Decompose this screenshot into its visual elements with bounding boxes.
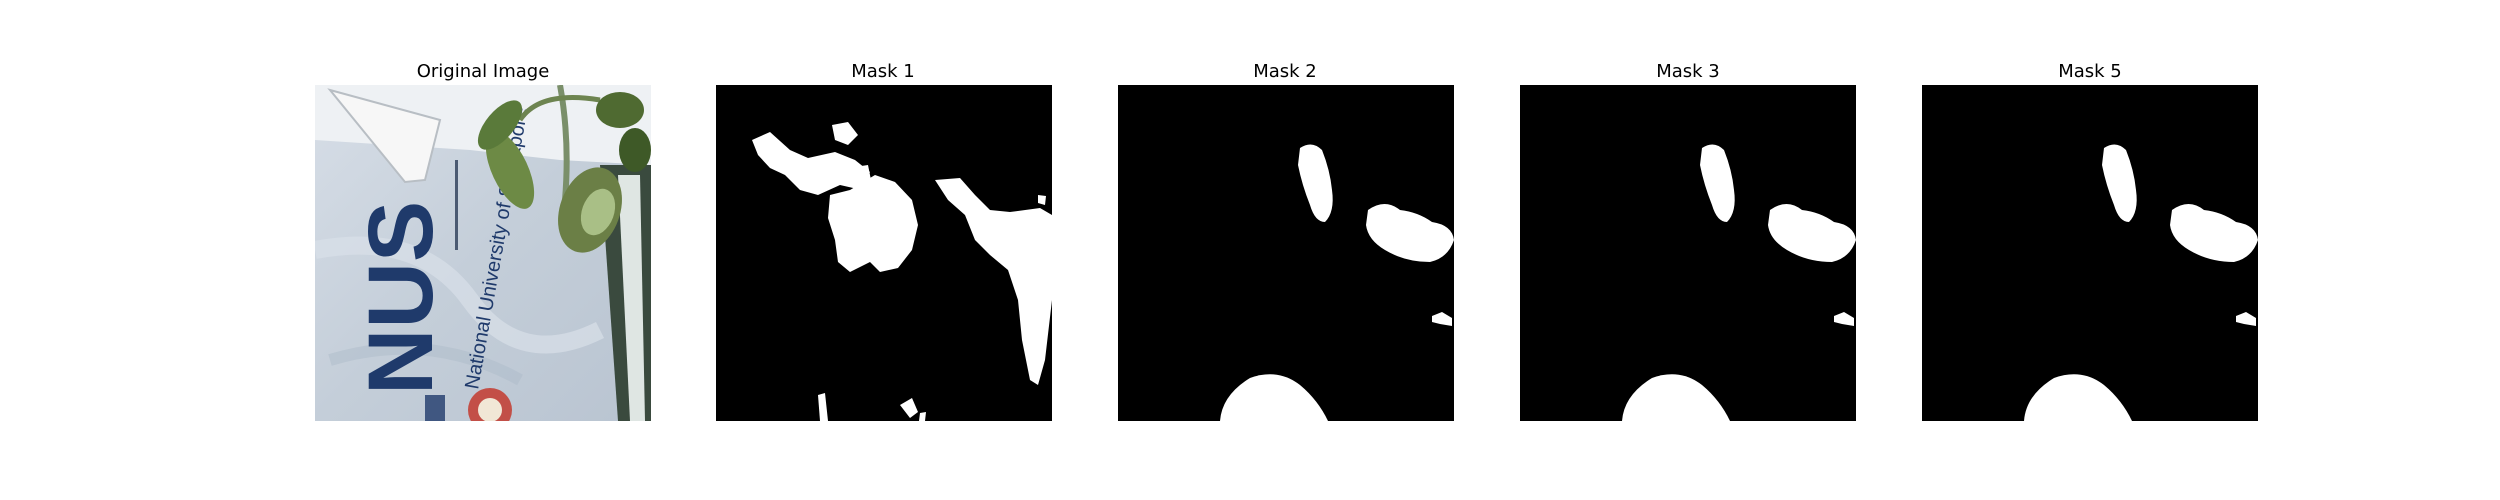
- mask-1: [716, 85, 1052, 421]
- mask-2-region: [1432, 312, 1452, 326]
- mask-1-region: [935, 178, 1052, 385]
- mask-5: [1922, 85, 2258, 421]
- mask-3-region: [1622, 374, 1730, 421]
- panel-title-mask-1: Mask 1: [851, 61, 915, 82]
- mask-5-region: [2236, 312, 2256, 326]
- mask-2: [1118, 85, 1454, 421]
- mask-2-region: [1220, 374, 1328, 421]
- mask-3-region: [1834, 312, 1854, 326]
- mask-2-region: [1298, 144, 1333, 222]
- mask-5-region: [2170, 204, 2258, 262]
- mask-1-region: [848, 165, 872, 192]
- panel-title-original: Original Image: [417, 61, 550, 82]
- mask-1-region: [752, 132, 870, 195]
- original-image: NUS National University of Singapore: [315, 85, 651, 421]
- mask-1-region: [828, 175, 918, 272]
- mask-5-region: [2102, 144, 2137, 222]
- panel-title-mask-3: Mask 3: [1656, 61, 1720, 82]
- mask-1-region: [1038, 195, 1046, 205]
- mask-1-region: [818, 393, 828, 421]
- mask-1-region: [832, 122, 858, 145]
- photo-logo-text: NUS: [350, 201, 452, 395]
- panel-title-mask-2: Mask 2: [1253, 61, 1317, 82]
- panel-title-mask-5: Mask 5: [2058, 61, 2122, 82]
- mask-5-region: [2024, 374, 2132, 421]
- mask-1-region: [900, 398, 918, 418]
- mask-3: [1520, 85, 1856, 421]
- mask-2-region: [1366, 204, 1454, 262]
- mask-1-region: [919, 412, 926, 421]
- mask-3-region: [1700, 144, 1735, 222]
- mask-3-region: [1768, 204, 1856, 262]
